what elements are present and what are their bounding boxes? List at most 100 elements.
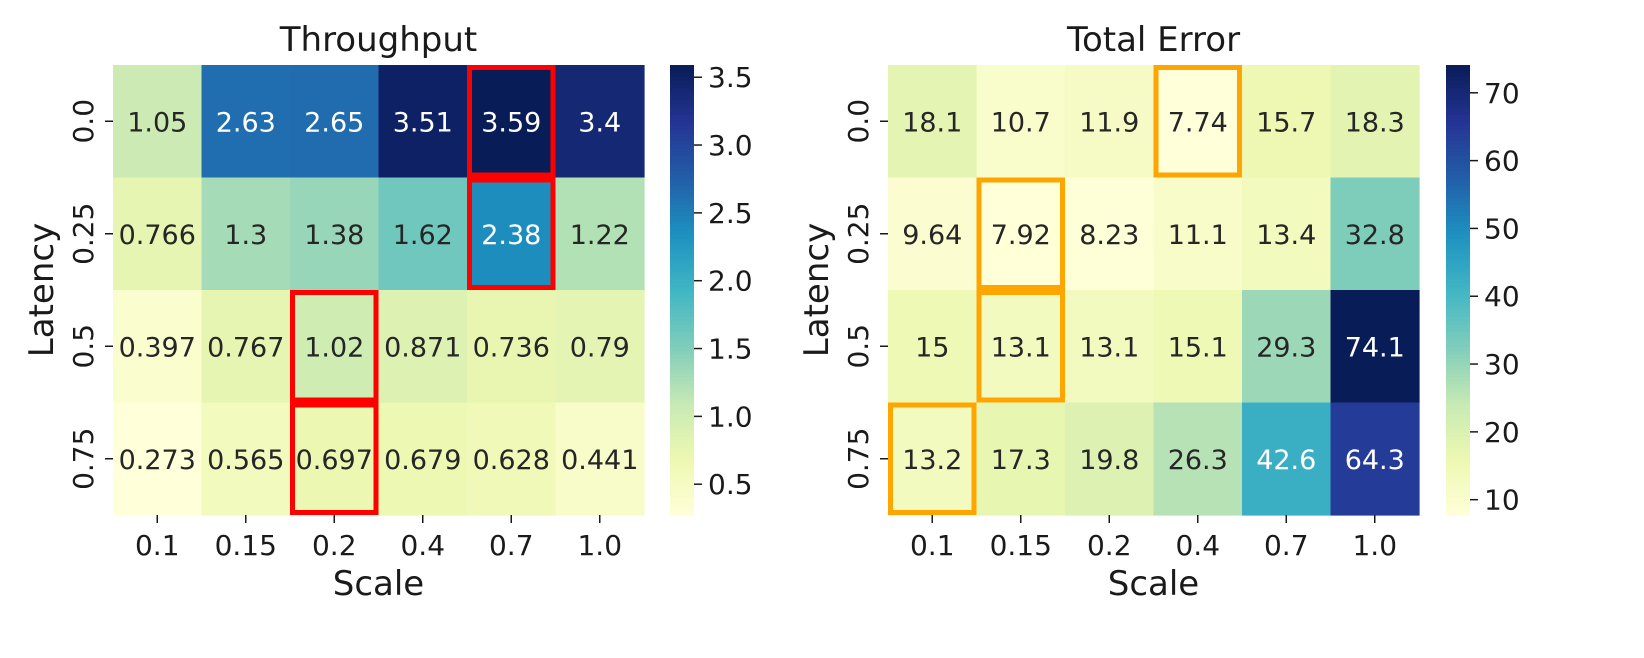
x-tick-label: 0.15	[215, 529, 277, 562]
colorbar-segment	[670, 237, 694, 243]
colorbar-segment	[670, 95, 694, 100]
colorbar-segment	[670, 188, 694, 194]
colorbar-segment	[670, 365, 694, 370]
heatmap-cell	[1065, 402, 1155, 516]
colorbar-segment	[670, 158, 694, 164]
colorbar-segment	[670, 417, 694, 423]
colorbar-segment	[1446, 425, 1470, 430]
colorbar-segment	[670, 511, 694, 516]
colorbar-segment	[1446, 98, 1470, 104]
colorbar-segment	[1446, 335, 1470, 340]
x-tick-label: 1.0	[1352, 529, 1397, 562]
colorbar-tick-label: 70	[1484, 77, 1520, 110]
cell-value-label: 18.3	[1345, 107, 1405, 138]
colorbar-tick-label: 0.5	[708, 468, 753, 501]
y-tick-label: 0.0	[67, 99, 100, 144]
colorbar-segment	[1446, 188, 1470, 194]
colorbar-segment	[670, 462, 694, 468]
heatmap-cell	[555, 65, 645, 179]
colorbar-segment	[1446, 177, 1470, 183]
colorbar-segment	[1446, 106, 1470, 111]
cell-value-label: 9.64	[902, 220, 962, 251]
colorbar-segment	[1446, 241, 1470, 246]
colorbar-tick-label: 10	[1484, 484, 1520, 517]
colorbar-segment	[670, 271, 694, 276]
cell-value-label: 3.4	[578, 107, 621, 138]
cell-value-label: 74.1	[1345, 332, 1405, 363]
colorbar-segment	[1446, 443, 1470, 449]
colorbar-segment	[670, 140, 694, 145]
heatmap-cell	[113, 402, 203, 516]
colorbar-segment	[670, 372, 694, 378]
colorbar-segment	[1446, 507, 1470, 513]
heatmap-cell	[113, 177, 203, 291]
heatmap-cell	[1330, 290, 1420, 404]
colorbar-tick-label: 3.0	[708, 129, 753, 162]
colorbar-segment	[670, 316, 694, 321]
colorbar-segment	[1446, 458, 1470, 464]
heatmap-cell	[976, 177, 1066, 291]
colorbar-tick-label: 1.5	[708, 333, 753, 366]
colorbar-segment	[1446, 72, 1470, 78]
colorbar-segment	[670, 481, 694, 486]
cell-value-label: 0.628	[473, 445, 550, 476]
heatmap-cell	[1065, 65, 1155, 179]
heatmap-cell	[201, 177, 291, 291]
highlight-box	[467, 65, 556, 178]
colorbar-segment	[670, 233, 694, 239]
colorbar-segment	[670, 76, 694, 81]
colorbar-segment	[1446, 162, 1470, 168]
colorbar-segment	[670, 335, 694, 340]
heatmap-cell	[290, 65, 380, 179]
colorbar-segment	[1446, 316, 1470, 321]
colorbar-segment	[1446, 91, 1470, 96]
colorbar-segment	[670, 286, 694, 291]
colorbar-segment	[670, 87, 694, 93]
highlight-box	[976, 177, 1065, 290]
colorbar-segment	[1446, 365, 1470, 370]
colorbar-segment	[1446, 488, 1470, 494]
colorbar-segment	[1446, 113, 1470, 119]
colorbar-segment	[670, 496, 694, 501]
colorbar-segment	[1446, 477, 1470, 483]
colorbar-segment	[1446, 342, 1470, 348]
colorbar-segment	[1446, 181, 1470, 186]
colorbar-segment	[1446, 406, 1470, 411]
total-error-heatmap: 18.1 10.7 11.9 7.74 15.7 18.3 9.64 7.92 8.23 11.1…	[797, 20, 1520, 604]
colorbar-segment	[670, 368, 694, 374]
cell-value-label: 13.1	[1079, 332, 1139, 363]
colorbar-segment	[670, 473, 694, 479]
colorbar-segment	[670, 121, 694, 126]
cell-value-label: 1.22	[570, 220, 630, 251]
heatmap-cell	[113, 290, 203, 404]
y-tick-label: 0.75	[842, 428, 875, 490]
colorbar-segment	[1446, 237, 1470, 243]
colorbar-segment	[670, 241, 694, 246]
heatmap-cell	[555, 402, 645, 516]
cell-value-label: 10.7	[991, 107, 1051, 138]
colorbar-segment	[670, 245, 694, 250]
colorbar-segment	[670, 323, 694, 329]
colorbar-segment	[1446, 500, 1470, 505]
cell-value-label: 11.1	[1168, 220, 1228, 251]
highlight-box	[467, 177, 556, 290]
colorbar-segment	[670, 320, 694, 325]
colorbar-segment	[670, 413, 694, 419]
colorbar-segment	[1446, 230, 1470, 235]
heatmap-cell	[888, 177, 978, 291]
colorbar-segment	[1446, 203, 1470, 209]
heatmap-cell	[1330, 65, 1420, 179]
colorbar-segment	[670, 398, 694, 404]
heatmap-cell	[976, 402, 1066, 516]
colorbar-segment	[1446, 211, 1470, 216]
heatmap-cell	[1153, 65, 1243, 179]
colorbar-segment	[1446, 361, 1470, 366]
colorbar-segment	[670, 327, 694, 333]
colorbar-segment	[1446, 391, 1470, 396]
colorbar-segment	[670, 376, 694, 381]
colorbar-segment	[670, 177, 694, 183]
colorbar-segment	[1446, 395, 1470, 400]
cell-value-label: 2.63	[216, 107, 276, 138]
colorbar-segment	[1446, 226, 1470, 231]
